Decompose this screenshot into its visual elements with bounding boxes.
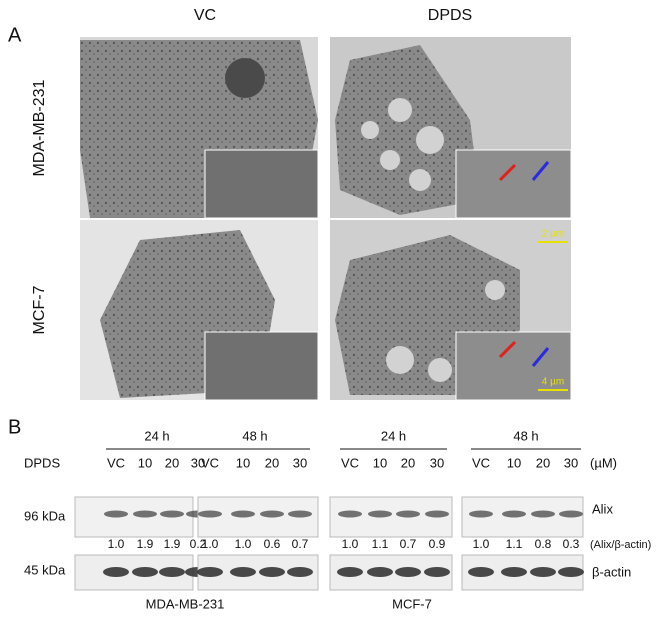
cell xyxy=(335,45,480,215)
band xyxy=(531,510,555,518)
time-label: 48 h xyxy=(513,428,538,443)
blue-arrow xyxy=(531,347,550,367)
band xyxy=(468,567,494,577)
scale-label: 4 µm xyxy=(542,377,564,388)
panel-label: B xyxy=(8,416,21,438)
time-label: 48 h xyxy=(242,428,267,443)
row-header: MCF-7 xyxy=(31,285,48,334)
marker-label: 45 kDa xyxy=(24,562,66,577)
time-label: 24 h xyxy=(381,428,406,443)
dose-label: VC xyxy=(201,455,219,470)
ratio-value: 1.9 xyxy=(137,537,154,551)
nucleus xyxy=(225,58,265,98)
band xyxy=(259,567,285,577)
vacuoles xyxy=(386,280,505,382)
band xyxy=(197,567,223,577)
dose-label: VC xyxy=(107,455,125,470)
ratio-value: 0.9 xyxy=(429,537,446,551)
band xyxy=(337,567,363,577)
band xyxy=(425,510,449,518)
ratio-value: 0.8 xyxy=(535,537,552,551)
dose-label: 20 xyxy=(536,455,550,470)
band xyxy=(558,567,584,577)
band xyxy=(395,567,421,577)
band xyxy=(260,510,284,518)
ratio-value: 0.2 xyxy=(190,537,207,551)
dose-label: 30 xyxy=(564,455,578,470)
dose-label: 20 xyxy=(265,455,279,470)
red-arrow xyxy=(498,163,517,182)
scale-label: 2 µm xyxy=(542,229,564,240)
column-header: DPDS xyxy=(428,7,472,24)
band xyxy=(287,567,313,577)
dose-label: VC xyxy=(472,455,490,470)
ratio-value: 1.1 xyxy=(372,537,389,551)
dose-label: 30 xyxy=(191,455,205,470)
red-arrow xyxy=(498,340,517,359)
band xyxy=(159,567,185,577)
blots: 24 h VC 1.0 10 1.9 20 1.9 30 0.2 48 h VC 1.0 10 1.0 20… xyxy=(74,428,584,591)
band xyxy=(133,510,157,518)
cell-line-label: MCF-7 xyxy=(392,596,432,611)
dose-label: 30 xyxy=(293,455,307,470)
ratio-value: 0.7 xyxy=(292,537,309,551)
ratio-value: 1.0 xyxy=(235,537,252,551)
dose-label: 10 xyxy=(236,455,250,470)
blue-arrow xyxy=(531,161,550,181)
band xyxy=(231,510,255,518)
ratio-value: 0.3 xyxy=(563,537,580,551)
band xyxy=(288,510,312,518)
inset xyxy=(204,149,319,219)
ratio-label: (Alix/β-actin) xyxy=(590,539,651,551)
column-header: VC xyxy=(194,7,216,24)
ratio-value: 1.9 xyxy=(164,537,181,551)
dose-label: 10 xyxy=(373,455,387,470)
dose-label: VC xyxy=(341,455,359,470)
time-label: 24 h xyxy=(144,428,169,443)
em-images: 2 µm 4 µm xyxy=(80,37,572,401)
marker-label: 96 kDa xyxy=(24,508,66,523)
cell-line-label: MDA-MB-231 xyxy=(146,596,225,611)
protein-label: β-actin xyxy=(592,564,631,579)
band xyxy=(160,510,184,518)
inset xyxy=(204,331,319,401)
dose-label: 20 xyxy=(165,455,179,470)
row-header: MDA-MB-231 xyxy=(31,79,48,176)
band xyxy=(368,510,392,518)
dose-label: 10 xyxy=(138,455,152,470)
ratio-value: 1.0 xyxy=(108,537,125,551)
vacuoles xyxy=(361,98,444,191)
ratio-value: 1.1 xyxy=(506,537,523,551)
band xyxy=(424,567,450,577)
inset xyxy=(455,149,572,219)
band xyxy=(104,510,128,518)
ratio-value: 0.7 xyxy=(400,537,417,551)
band xyxy=(132,567,158,577)
band xyxy=(103,567,129,577)
treatment-label: DPDS xyxy=(24,455,60,470)
band xyxy=(502,510,526,518)
band xyxy=(530,567,556,577)
dose-label: 30 xyxy=(430,455,444,470)
ratio-value: 1.0 xyxy=(342,537,359,551)
band xyxy=(396,510,420,518)
ratio-value: 0.6 xyxy=(264,537,281,551)
panel-label: A xyxy=(8,24,22,46)
protein-label: Alix xyxy=(592,501,613,516)
band xyxy=(501,567,527,577)
band xyxy=(559,510,583,518)
band xyxy=(198,510,222,518)
band xyxy=(367,567,393,577)
dose-label: 10 xyxy=(507,455,521,470)
band xyxy=(230,567,256,577)
dose-label: 20 xyxy=(401,455,415,470)
ratio-value: 1.0 xyxy=(202,537,219,551)
band xyxy=(469,510,493,518)
band xyxy=(338,510,362,518)
unit-label: (µM) xyxy=(590,455,617,470)
ratio-value: 1.0 xyxy=(473,537,490,551)
